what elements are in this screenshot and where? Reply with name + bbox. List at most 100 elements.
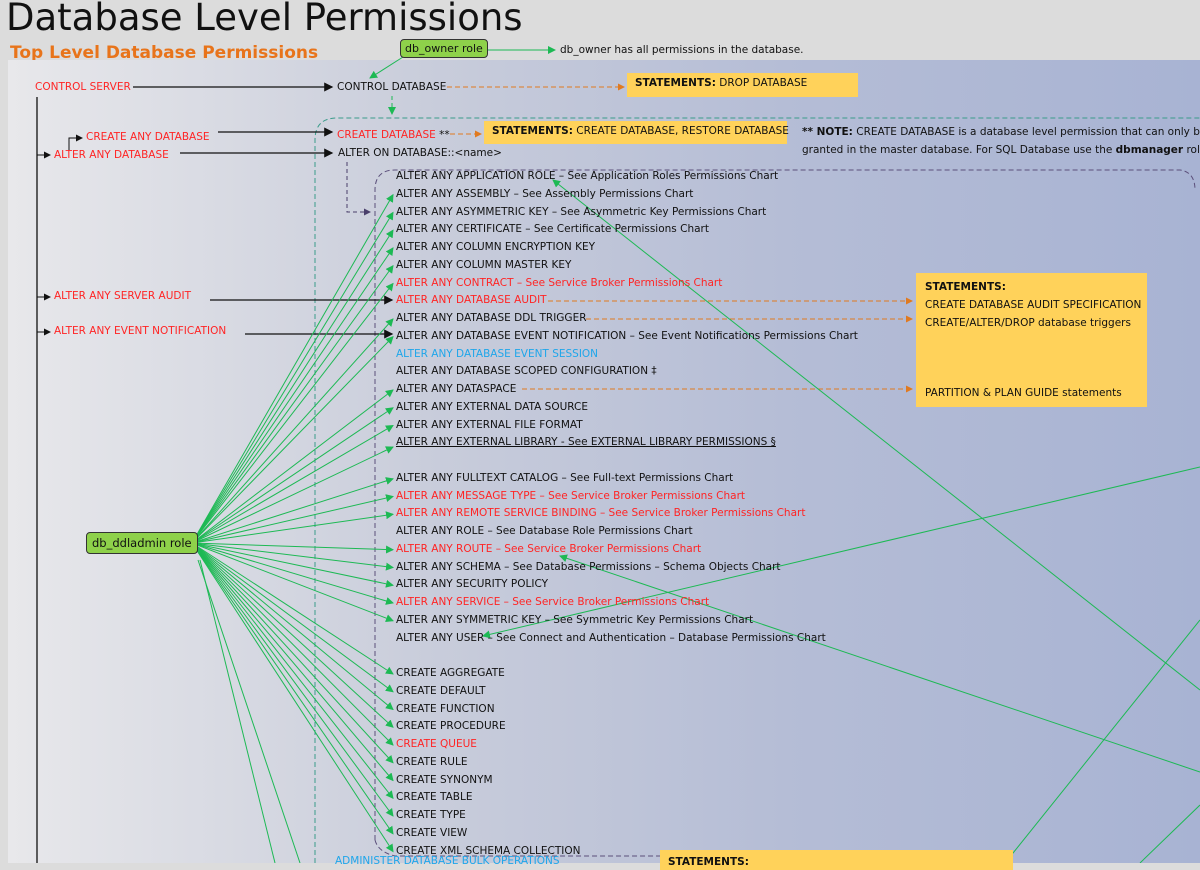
permission-item[interactable]: ALTER ANY DATABASE EVENT NOTIFICATION – … [396,329,858,342]
statements-create-database: STATEMENTS: CREATE DATABASE, RESTORE DAT… [484,121,789,144]
ddladmin-arrow [191,511,394,544]
perm-create-database[interactable]: CREATE DATABASE ** [337,129,450,142]
ddladmin-arrow [191,282,394,544]
ddladmin-arrow [191,542,394,835]
permission-item[interactable]: ALTER ANY SECURITY POLICY [396,578,549,591]
create-database-note: ** NOTE: CREATE DATABASE is a database l… [802,123,1200,159]
db-owner-note: db_owner has all permissions in the data… [560,44,804,56]
ddladmin-arrow [191,542,394,571]
permission-item[interactable]: ALTER ANY COLUMN ENCRYPTION KEY [396,241,596,253]
ddladmin-arrow [191,318,394,544]
ddladmin-arrow [191,336,394,544]
permission-item[interactable]: ALTER ANY MESSAGE TYPE – See Service Bro… [396,489,745,502]
statement-audit-spec: CREATE DATABASE AUDIT SPECIFICATION [925,298,1142,311]
note-line1: CREATE DATABASE is a database level perm… [856,126,1200,138]
ddladmin-arrow [191,542,394,588]
permission-item[interactable]: CREATE XML SCHEMA COLLECTION [396,844,581,857]
permission-item[interactable]: ALTER ANY USER – See Connect and Authent… [396,631,826,644]
permission-item[interactable]: CREATE PROCEDURE [396,720,506,733]
perm-alter-any-event-notification[interactable]: ALTER ANY EVENT NOTIFICATION [54,325,227,337]
permission-item[interactable]: ALTER ANY CERTIFICATE – See Certificate … [396,223,709,236]
ddladmin-arrow [191,542,394,711]
ddladmin-arrow [191,542,394,746]
statements-label: STATEMENTS: [668,856,749,868]
permission-item[interactable]: ALTER ANY APPLICATION ROLE – See Applica… [396,170,779,182]
ddladmin-arrow [191,229,394,544]
ddladmin-arrow [191,446,394,544]
ddladmin-arrow [191,389,394,544]
permission-group-border [374,169,1196,840]
ddladmin-arrow [191,407,394,544]
permission-item[interactable]: ALTER ANY SCHEMA – See Database Permissi… [396,560,781,573]
ddladmin-arrow [191,542,394,764]
permission-item[interactable]: CREATE TYPE [396,809,466,821]
perm-control-database[interactable]: CONTROL DATABASE [337,81,447,93]
db-ddladmin-role[interactable]: db_ddladmin role [86,532,198,554]
permission-item[interactable]: ALTER ANY ASYMMETRIC KEY – See Asymmetri… [396,205,767,218]
ddladmin-arrow [191,494,394,544]
perm-control-server[interactable]: CONTROL SERVER [35,81,131,93]
ddladmin-arrow [191,542,394,817]
permission-item[interactable]: ALTER ANY EXTERNAL LIBRARY - See EXTERNA… [396,436,776,449]
permission-item[interactable]: ALTER ANY DATABASE SCOPED CONFIGURATION … [396,365,657,378]
perm-alter-on-database[interactable]: ALTER ON DATABASE::<name> [338,147,502,159]
ddladmin-arrow [191,542,394,693]
ddladmin-arrow [191,542,394,622]
statements-drop-text: DROP DATABASE [719,77,808,89]
statement-partition: PARTITION & PLAN GUIDE statements [925,387,1122,400]
statements-audit-box: STATEMENTS: CREATE DATABASE AUDIT SPECIF… [916,273,1147,407]
permission-item[interactable]: ALTER ANY DATABASE EVENT SESSION [396,347,599,360]
ddladmin-arrow [191,542,394,605]
permission-item[interactable]: CREATE FUNCTION [396,702,495,715]
ddladmin-arrow [191,542,394,675]
page-title: Database Level Permissions [6,0,523,39]
statements-label: STATEMENTS: [492,125,573,137]
permission-item[interactable]: CREATE TABLE [396,791,473,804]
create-database-label: CREATE DATABASE [337,129,436,141]
statements-label: STATEMENTS: [635,77,716,89]
ddladmin-arrow [191,193,394,544]
statement-ddl-triggers: CREATE/ALTER/DROP database triggers [925,316,1131,329]
statements-label: STATEMENTS: [925,281,1006,293]
ddladmin-arrow [191,247,394,544]
perm-alter-any-server-audit[interactable]: ALTER ANY SERVER AUDIT [54,290,191,302]
permission-item[interactable]: ALTER ANY CONTRACT – See Service Broker … [396,276,723,289]
permission-item[interactable]: ALTER ANY ROUTE – See Service Broker Per… [396,542,702,555]
perm-create-any-database[interactable]: CREATE ANY DATABASE [86,131,210,143]
permission-item[interactable]: ALTER ANY REMOTE SERVICE BINDING – See S… [396,507,806,520]
note-prefix: ** NOTE: [802,126,853,138]
statements-drop-database: STATEMENTS: DROP DATABASE [627,73,858,97]
note-dbmanager: dbmanager [1115,144,1184,156]
create-database-mark: ** [439,129,450,141]
ddladmin-arrow [191,542,394,728]
permission-item[interactable]: ALTER ANY DATASPACE [396,383,517,395]
ddladmin-arrow [191,542,394,800]
permission-item[interactable]: ALTER ANY EXTERNAL FILE FORMAT [396,418,583,431]
permission-item[interactable]: ALTER ANY COLUMN MASTER KEY [396,258,572,271]
ddladmin-arrow [191,477,394,544]
permission-item[interactable]: ALTER ANY SERVICE – See Service Broker P… [396,596,710,608]
permission-item[interactable]: ALTER ANY ASSEMBLY – See Assembly Permis… [396,187,694,200]
ddladmin-arrow [191,424,394,544]
permission-item[interactable]: CREATE DEFAULT [396,684,486,697]
permission-item[interactable]: CREATE RULE [396,755,468,768]
note-line2-end: role. [1186,144,1200,156]
permission-item[interactable]: ALTER ANY FULLTEXT CATALOG – See Full-te… [396,471,734,484]
permission-item[interactable]: CREATE AGGREGATE [396,667,505,679]
ddladmin-arrow [191,211,394,544]
permission-item[interactable]: ALTER ANY DATABASE AUDIT [396,294,547,307]
permission-item[interactable]: CREATE SYNONYM [396,773,493,786]
permission-item[interactable]: ALTER ANY EXTERNAL DATA SOURCE [396,400,589,413]
note-line2: granted in the master database. For SQL … [802,144,1113,156]
permission-item[interactable]: ALTER ANY SYMMETRIC KEY – See Symmetric … [396,613,754,626]
statements-bottom-box: STATEMENTS: [660,850,1013,870]
ddladmin-arrow [191,542,394,853]
permission-item[interactable]: CREATE VIEW [396,826,468,839]
permission-item[interactable]: ALTER ANY ROLE – See Database Role Permi… [396,525,693,537]
perm-alter-any-database[interactable]: ALTER ANY DATABASE [54,149,169,161]
statements-create-text: CREATE DATABASE, RESTORE DATABASE [576,125,789,137]
db-owner-role[interactable]: db_owner role [400,39,488,58]
permission-item[interactable]: CREATE QUEUE [396,738,477,750]
permission-item[interactable]: ALTER ANY DATABASE DDL TRIGGER [396,312,587,324]
